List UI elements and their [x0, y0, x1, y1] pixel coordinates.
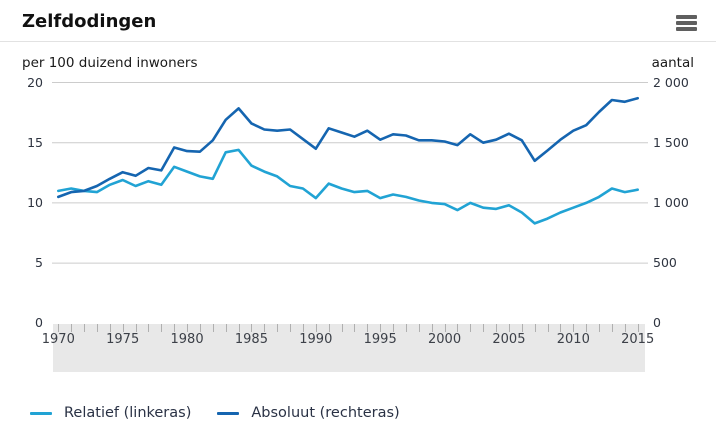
series-line-relatief[interactable] — [56, 148, 640, 225]
left-axis-tick-label: 20 — [27, 74, 43, 90]
x-axis-tick — [96, 324, 98, 332]
left-axis-title: per 100 duizend inwoners — [22, 55, 198, 71]
legend-swatch-relatief — [30, 411, 52, 415]
x-axis-tick — [290, 324, 292, 332]
x-axis-tick — [637, 324, 639, 332]
legend: Relatief (linkeras) Absoluut (rechteras) — [30, 405, 400, 421]
x-axis-tick-label: 1995 — [363, 332, 397, 347]
x-axis-tick — [483, 324, 485, 332]
x-axis-tick — [71, 324, 73, 332]
x-axis-tick — [225, 324, 227, 332]
x-axis-tick — [238, 324, 240, 332]
x-axis-tick — [135, 324, 137, 332]
legend-label-relatief: Relatief (linkeras) — [64, 405, 192, 421]
legend-item-relatief[interactable]: Relatief (linkeras) — [30, 405, 191, 421]
x-axis-tick — [84, 324, 86, 332]
x-axis-tick-label: 1985 — [234, 332, 268, 347]
x-axis-tick — [328, 324, 330, 332]
x-axis-tick — [624, 324, 626, 332]
x-axis-tick-label: 1990 — [299, 332, 333, 347]
legend-swatch-absoluut — [217, 411, 240, 415]
x-axis-tick — [212, 324, 214, 332]
x-axis-tick-label: 1970 — [41, 332, 75, 347]
x-axis-tick — [277, 324, 279, 332]
x-axis-tick — [573, 324, 575, 332]
chart-title: Zelfdodingen — [22, 11, 157, 32]
export-menu-button[interactable] — [676, 15, 700, 33]
x-axis-tick-label: 2000 — [428, 332, 462, 347]
x-axis-tick — [302, 324, 304, 332]
left-axis-tick-label: 15 — [27, 134, 43, 150]
x-axis-tick — [367, 324, 369, 332]
x-axis-tick — [380, 324, 382, 332]
hamburger-menu-icon — [676, 15, 700, 31]
right-axis-tick-label: 2 000 — [653, 74, 689, 90]
x-axis-tick — [534, 324, 536, 332]
x-axis-tick — [586, 324, 588, 332]
x-axis-tick — [315, 324, 317, 332]
x-axis-tick — [599, 324, 601, 332]
right-axis-title: aantal — [651, 55, 694, 71]
x-axis-tick — [199, 324, 201, 332]
x-axis-tick — [547, 324, 549, 332]
x-axis-tick — [418, 324, 420, 332]
x-axis-tick-label: 2005 — [492, 332, 526, 347]
x-axis-tick — [521, 324, 523, 332]
x-axis-tick-label: 2010 — [556, 332, 590, 347]
right-axis-tick-label: 500 — [653, 255, 677, 271]
x-axis-tick — [354, 324, 356, 332]
x-axis-tick — [264, 324, 266, 332]
x-axis-tick — [148, 324, 150, 332]
left-axis-tick-label: 10 — [27, 194, 43, 210]
x-axis-tick — [341, 324, 343, 332]
x-axis-tick — [109, 324, 111, 332]
x-axis-tick — [444, 324, 446, 332]
x-axis-tick — [611, 324, 613, 332]
x-axis-tick — [251, 324, 253, 332]
header-divider — [0, 41, 716, 42]
x-axis-tick — [174, 324, 176, 332]
x-axis-band: 1970 1975 1980 1985 1990 1995 2000 2005 2010 2015 — [42, 324, 654, 372]
legend-item-absoluut[interactable]: Absoluut (rechteras) — [217, 405, 400, 421]
x-axis-tick — [431, 324, 433, 332]
right-axis-tick-label: 0 — [653, 315, 661, 331]
x-axis-tick — [470, 324, 472, 332]
x-axis-tick — [58, 324, 60, 332]
x-axis-tick — [405, 324, 407, 332]
x-axis-tick — [161, 324, 163, 332]
legend-label-absoluut: Absoluut (rechteras) — [251, 405, 400, 421]
left-axis-tick-label: 5 — [35, 255, 43, 271]
x-axis-tick — [187, 324, 189, 332]
x-axis-tick — [508, 324, 510, 332]
series-line-absoluut[interactable] — [56, 96, 640, 199]
x-axis-tick — [496, 324, 498, 332]
x-axis-tick — [122, 324, 124, 332]
x-axis-tick-label: 1975 — [106, 332, 140, 347]
x-axis-tick — [560, 324, 562, 332]
left-axis-tick-label: 0 — [35, 315, 43, 331]
right-axis-tick-label: 1 000 — [653, 194, 689, 210]
right-axis-tick-label: 1 500 — [653, 134, 689, 150]
x-axis-tick — [457, 324, 459, 332]
x-axis-tick — [393, 324, 395, 332]
x-axis-tick-label: 1980 — [170, 332, 204, 347]
x-axis-tick-label: 2015 — [621, 332, 655, 347]
